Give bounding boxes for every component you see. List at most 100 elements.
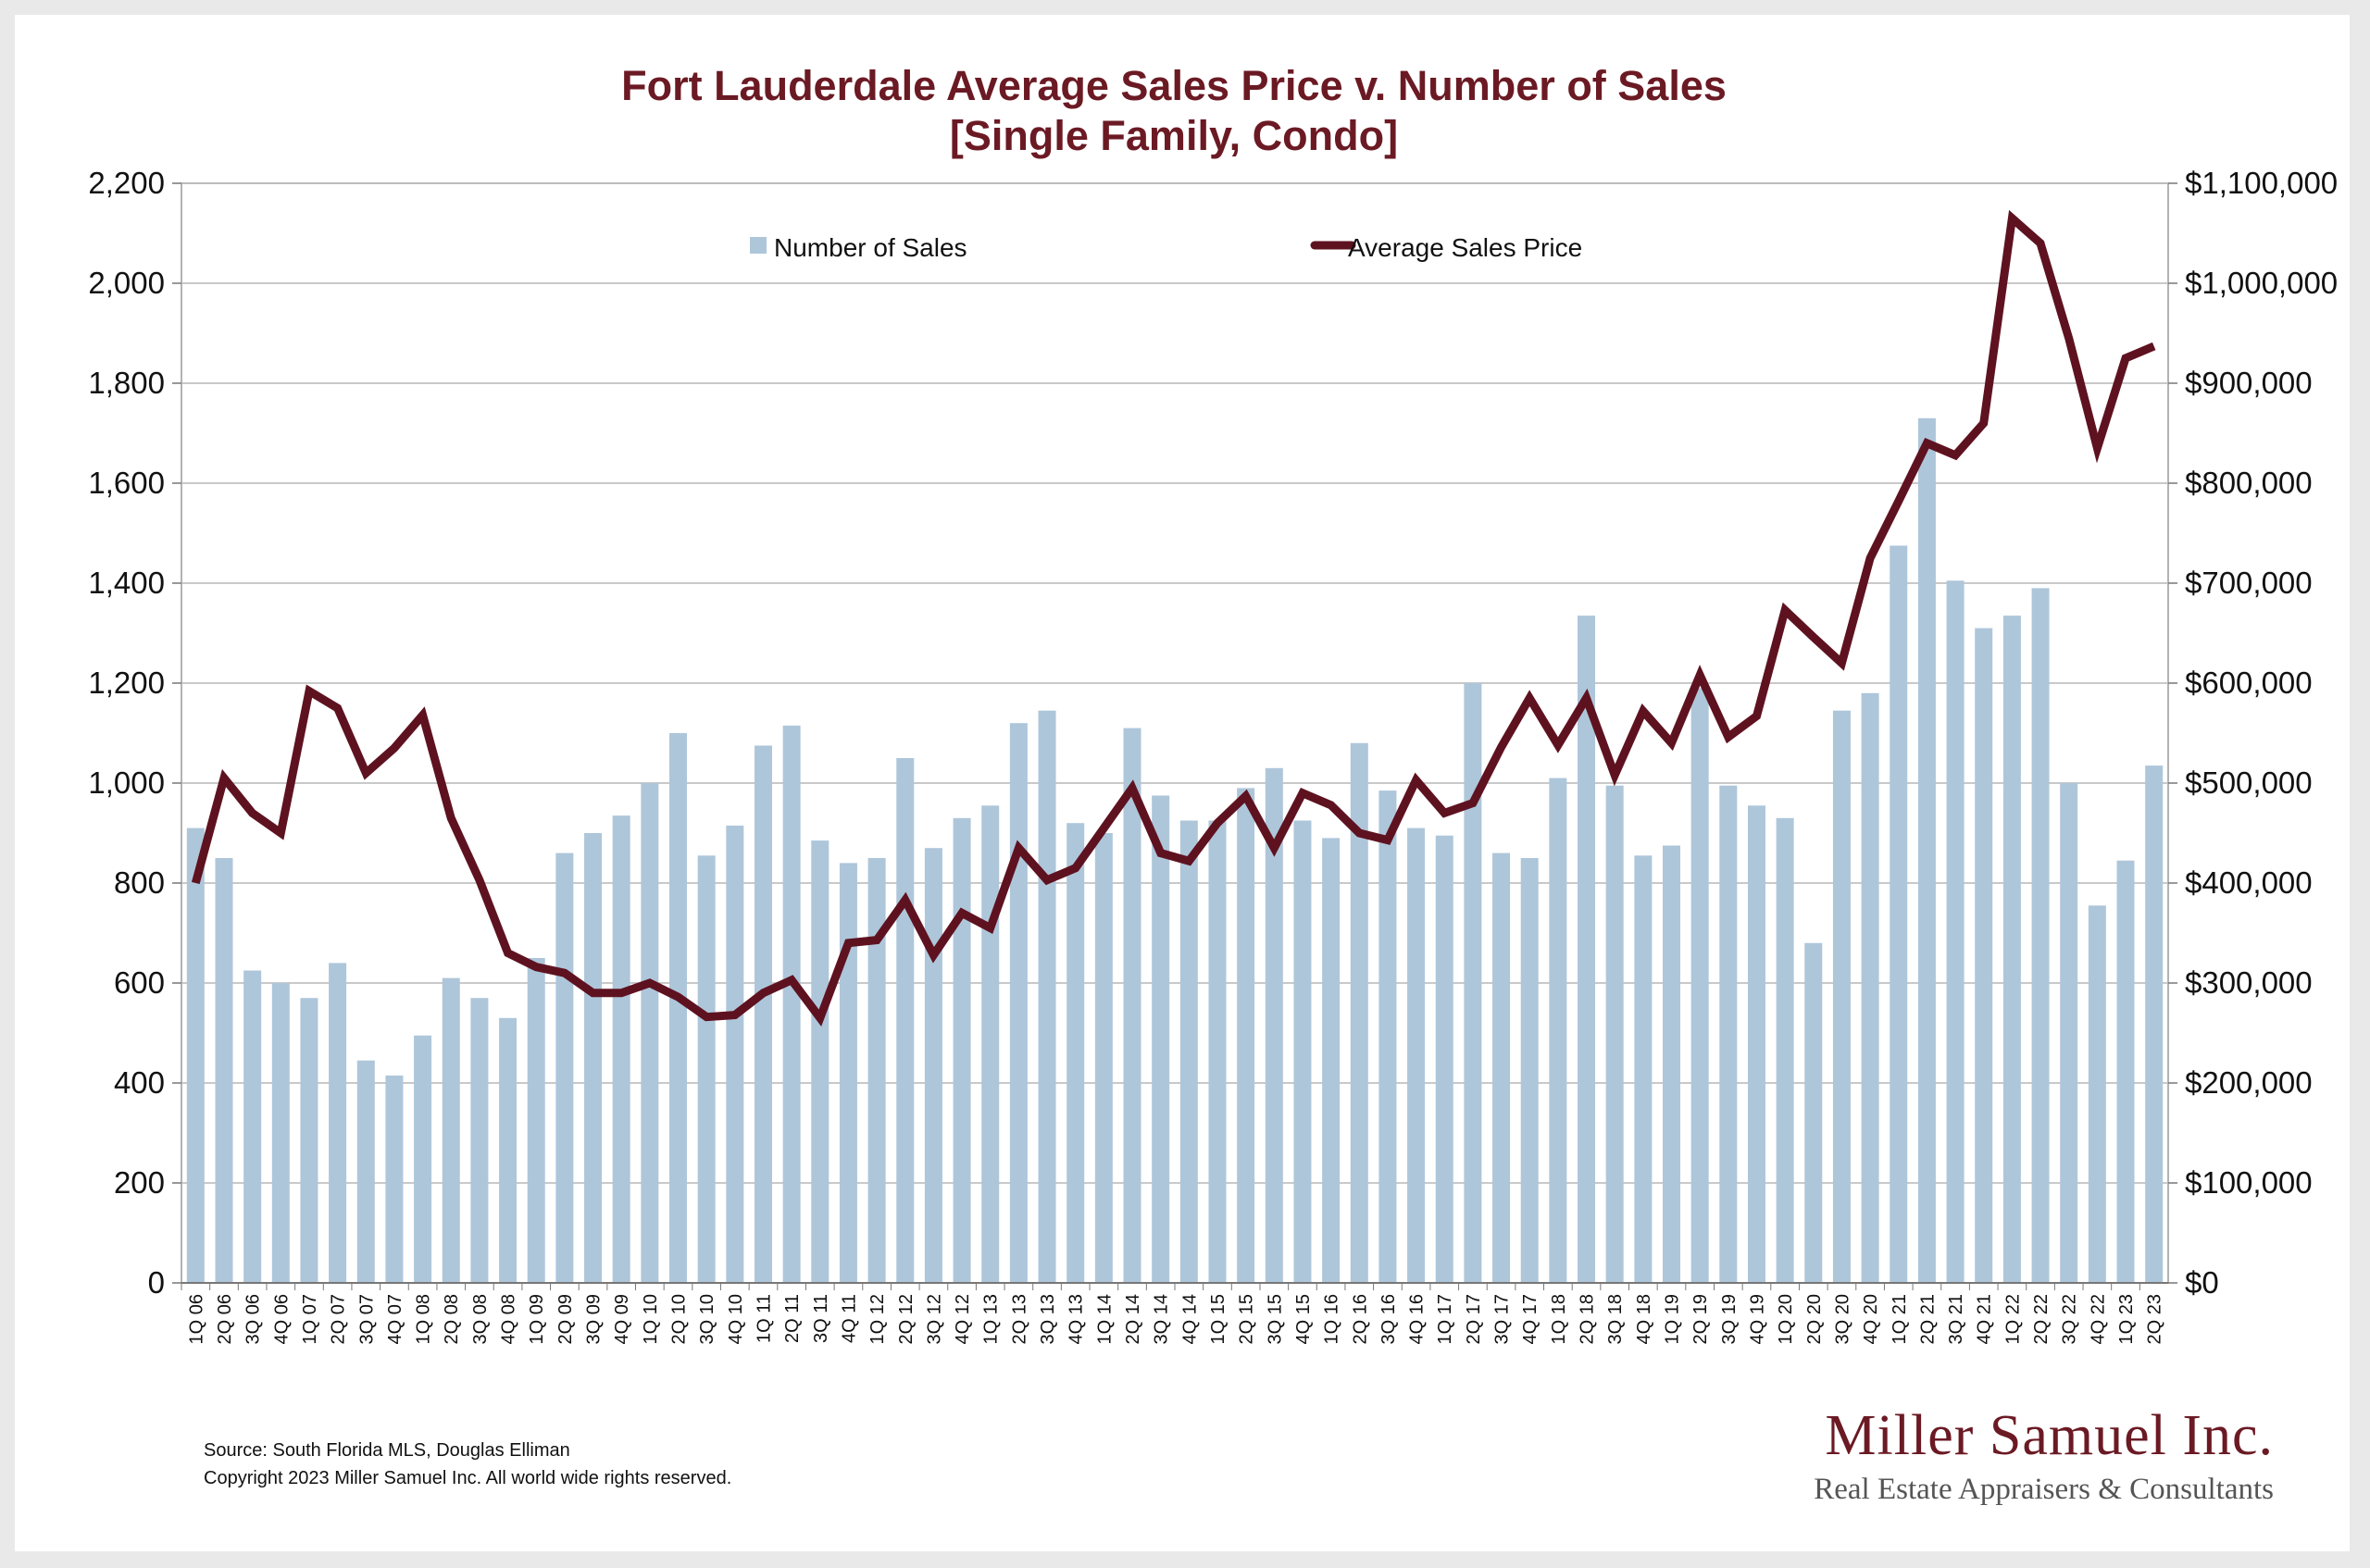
brand-tagline: Real Estate Appraisers & Consultants	[1814, 1473, 2274, 1506]
bar	[1066, 823, 1085, 1283]
x-tick-label: 2Q 06	[215, 1294, 235, 1344]
x-tick-label: 2Q 08	[442, 1294, 462, 1344]
x-tick-label: 1Q 15	[1208, 1294, 1229, 1344]
x-tick-label: 2Q 16	[1350, 1294, 1370, 1344]
bar	[215, 858, 233, 1283]
source-text: Source: South Florida MLS, Douglas Ellim…	[204, 1440, 570, 1461]
y-tick-label: 1,000	[88, 765, 165, 800]
chart-subtitle: [Single Family, Condo]	[950, 112, 1398, 159]
x-tick-label: 2Q 19	[1690, 1294, 1711, 1344]
y-tick-label: 2,200	[88, 166, 165, 200]
y-tick-label: 200	[114, 1165, 165, 1200]
bar	[356, 1060, 375, 1283]
x-tick-label: 1Q 07	[300, 1294, 320, 1344]
bar	[1662, 845, 1681, 1283]
x-tick-label: 3Q 22	[2060, 1294, 2080, 1344]
bar	[953, 817, 971, 1283]
bar	[839, 863, 857, 1283]
y2-tick-label: $200,000	[2185, 1065, 2313, 1100]
chart-card: Fort Lauderdale Average Sales Price v. N…	[15, 15, 2350, 1551]
x-tick-label: 1Q 08	[414, 1294, 434, 1344]
bar	[1975, 628, 1993, 1283]
x-tick-label: 4Q 07	[385, 1294, 405, 1344]
bar	[1237, 788, 1255, 1283]
x-tick-label: 4Q 10	[726, 1294, 746, 1344]
bar	[1152, 795, 1170, 1283]
legend-label-line: Average Sales Price	[1348, 233, 1582, 262]
x-tick-label: 2Q 18	[1578, 1294, 1598, 1344]
bar	[584, 833, 603, 1283]
bar	[641, 783, 659, 1283]
x-tick-label: 2Q 11	[782, 1294, 803, 1343]
bar	[2116, 860, 2135, 1283]
bar	[668, 733, 688, 1283]
brand-name: Miller Samuel Inc.	[1825, 1404, 2274, 1467]
bar	[1804, 942, 1823, 1283]
x-tick-label: 2Q 20	[1804, 1294, 1825, 1344]
bar	[867, 858, 886, 1283]
x-tick-label: 4Q 12	[953, 1294, 973, 1344]
x-tick-label: 2Q 14	[1123, 1294, 1143, 1344]
legend-swatch-bars	[750, 237, 767, 254]
bar	[1832, 710, 1851, 1283]
y-tick-label: 1,600	[88, 466, 165, 500]
bar	[726, 825, 744, 1283]
y2-tick-label: $1,100,000	[2185, 166, 2338, 200]
x-tick-label: 4Q 18	[1634, 1294, 1654, 1344]
bar	[1605, 785, 1624, 1283]
bar	[1038, 710, 1056, 1283]
x-tick-label: 2Q 09	[555, 1294, 576, 1344]
bar	[1322, 838, 1341, 1283]
bar	[1747, 805, 1765, 1283]
x-tick-label: 4Q 17	[1520, 1294, 1540, 1344]
bar	[981, 805, 1000, 1283]
bar	[527, 958, 545, 1283]
x-tick-label: 4Q 11	[839, 1294, 859, 1343]
bar	[1179, 820, 1198, 1283]
x-tick-label: 4Q 15	[1293, 1294, 1314, 1344]
x-tick-label: 1Q 22	[2002, 1294, 2023, 1344]
bar	[300, 998, 318, 1283]
legend-label-bars: Number of Sales	[774, 233, 967, 262]
x-tick-label: 1Q 11	[754, 1294, 774, 1343]
x-tick-label: 3Q 11	[811, 1294, 831, 1343]
bar	[1690, 688, 1709, 1283]
x-tick-label: 4Q 13	[1066, 1294, 1087, 1344]
x-tick-label: 4Q 22	[2088, 1294, 2108, 1344]
y-tick-label: 800	[114, 865, 165, 900]
x-tick-label: 1Q 19	[1663, 1294, 1683, 1344]
x-tick-label: 1Q 13	[981, 1294, 1002, 1344]
bar	[414, 1035, 432, 1283]
x-tick-label: 3Q 09	[584, 1294, 605, 1344]
y2-tick-label: $500,000	[2185, 765, 2313, 800]
x-tick-label: 3Q 13	[1038, 1294, 1058, 1344]
y-tick-label: 2,000	[88, 266, 165, 300]
x-tick-label: 2Q 21	[1917, 1294, 1938, 1344]
bar	[1293, 820, 1312, 1283]
bar	[1861, 692, 1879, 1283]
bar	[1350, 742, 1368, 1283]
bar	[2145, 765, 2164, 1283]
x-tick-label: 4Q 16	[1407, 1294, 1428, 1344]
bar	[1549, 778, 1567, 1283]
bar	[1946, 580, 1965, 1283]
x-tick-label: 3Q 15	[1265, 1294, 1285, 1344]
x-tick-label: 2Q 13	[1009, 1294, 1029, 1344]
x-tick-label: 1Q 18	[1549, 1294, 1569, 1344]
x-tick-label: 2Q 15	[1237, 1294, 1257, 1344]
y2-tick-label: $0	[2185, 1265, 2219, 1300]
bar	[1378, 790, 1397, 1283]
bar	[1464, 683, 1482, 1283]
bar	[555, 852, 574, 1283]
bar	[1009, 723, 1028, 1283]
x-tick-label: 2Q 17	[1464, 1294, 1484, 1344]
x-tick-label: 3Q 18	[1605, 1294, 1626, 1344]
x-tick-label: 4Q 09	[612, 1294, 632, 1344]
bar	[442, 977, 460, 1283]
y2-tick-label: $300,000	[2185, 965, 2313, 1000]
bar	[385, 1075, 404, 1283]
bar	[470, 998, 489, 1283]
bar	[1520, 858, 1539, 1283]
x-tick-label: 1Q 09	[527, 1294, 547, 1344]
bar	[1407, 828, 1426, 1283]
